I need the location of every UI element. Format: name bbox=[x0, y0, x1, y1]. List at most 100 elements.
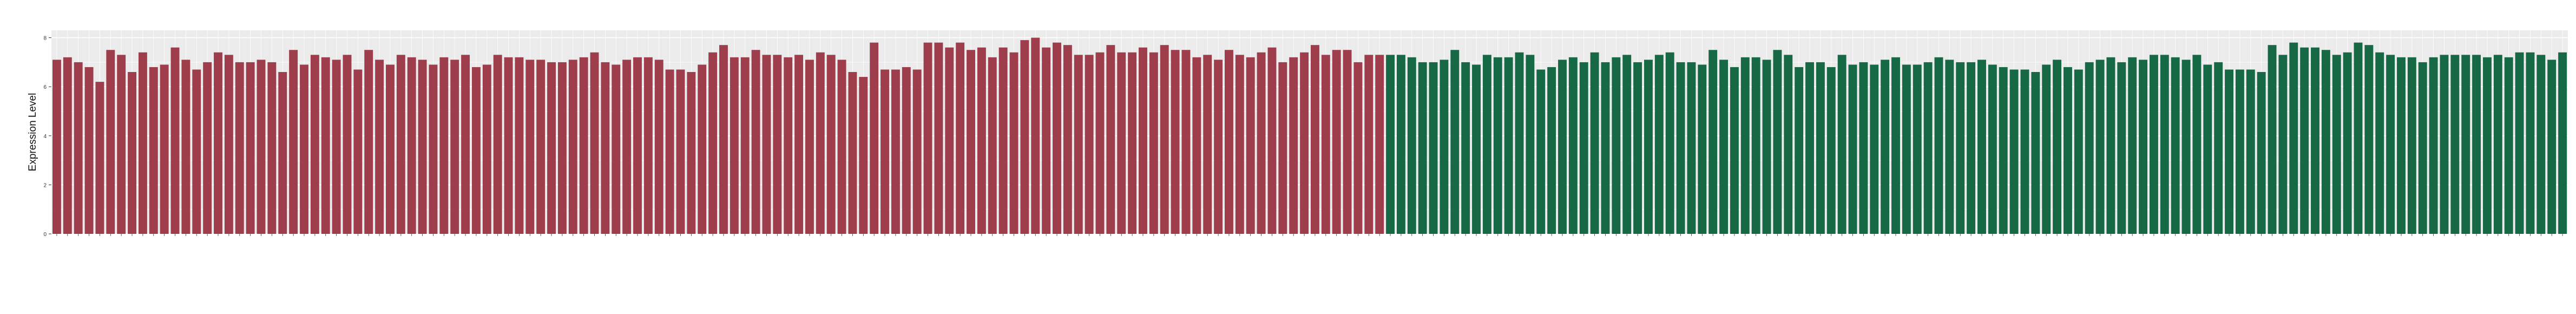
bar-group-1 bbox=[934, 42, 943, 234]
bar-group-2 bbox=[2526, 52, 2535, 234]
bar-group-1 bbox=[310, 55, 319, 234]
bar-group-2 bbox=[1654, 55, 1664, 234]
bar-group-2 bbox=[1945, 60, 1954, 234]
bars bbox=[52, 37, 2567, 234]
bar-group-1 bbox=[321, 57, 330, 234]
bar-group-2 bbox=[2225, 69, 2233, 234]
bar-group-2 bbox=[1988, 64, 1997, 234]
bar-group-1 bbox=[1139, 47, 1147, 234]
bar-group-1 bbox=[525, 60, 535, 234]
bar-group-1 bbox=[224, 55, 233, 234]
bar-group-2 bbox=[2139, 60, 2148, 234]
bar-group-1 bbox=[1074, 55, 1083, 234]
bar-group-1 bbox=[859, 77, 868, 234]
bar-group-1 bbox=[203, 62, 212, 234]
bar-group-1 bbox=[1053, 42, 1061, 234]
bar-group-1 bbox=[74, 62, 83, 234]
bar-group-1 bbox=[504, 57, 513, 234]
bar-group-2 bbox=[1708, 50, 1718, 234]
bar-group-2 bbox=[2181, 60, 2191, 234]
bar-group-1 bbox=[988, 57, 997, 234]
bar-group-2 bbox=[1977, 60, 1986, 234]
bar-group-2 bbox=[2311, 47, 2319, 234]
bar-group-1 bbox=[902, 67, 911, 234]
bar-group-2 bbox=[1826, 67, 1836, 234]
y-tick-label: 4 bbox=[43, 134, 47, 140]
bar-group-2 bbox=[2128, 57, 2137, 234]
bar-group-1 bbox=[870, 42, 879, 234]
bar-group-1 bbox=[84, 67, 94, 234]
bar-group-2 bbox=[2095, 60, 2105, 234]
bar-group-2 bbox=[1493, 57, 1502, 234]
bar-group-1 bbox=[192, 69, 201, 234]
bar-group-2 bbox=[2246, 69, 2255, 234]
bar-group-2 bbox=[1440, 60, 1449, 234]
bar-group-2 bbox=[2343, 52, 2352, 234]
bar-group-1 bbox=[332, 60, 341, 234]
bar-group-1 bbox=[461, 55, 470, 234]
bar-group-2 bbox=[1590, 52, 1599, 234]
bar-group-1 bbox=[1235, 55, 1244, 234]
bar-group-1 bbox=[138, 52, 147, 234]
bar-group-2 bbox=[2289, 42, 2298, 234]
bar-group-2 bbox=[1881, 60, 1890, 234]
bar-group-1 bbox=[396, 55, 405, 234]
bar-group-2 bbox=[1633, 62, 1642, 234]
bar-group-2 bbox=[2321, 50, 2330, 234]
bar-group-2 bbox=[2450, 55, 2460, 234]
bar-group-2 bbox=[1837, 55, 1846, 234]
bar-group-2 bbox=[1740, 57, 1750, 234]
bar-group-1 bbox=[1192, 57, 1201, 234]
bar-group-1 bbox=[579, 57, 588, 234]
bar-group-2 bbox=[2386, 55, 2395, 234]
bar-group-1 bbox=[536, 60, 546, 234]
bar-group-2 bbox=[1805, 62, 1814, 234]
bar-group-2 bbox=[2515, 52, 2524, 234]
bar-group-1 bbox=[891, 69, 900, 234]
bar-group-1 bbox=[439, 57, 449, 234]
bar-group-2 bbox=[2461, 55, 2470, 234]
bar-group-1 bbox=[181, 60, 190, 234]
bar-group-1 bbox=[1149, 52, 1158, 234]
bar-group-2 bbox=[1547, 67, 1556, 234]
bar-group-1 bbox=[52, 60, 61, 234]
bar-group-1 bbox=[1203, 55, 1212, 234]
bar-group-2 bbox=[1407, 57, 1416, 234]
bar-group-2 bbox=[2042, 64, 2051, 234]
y-tick-label: 2 bbox=[43, 182, 47, 188]
bar-group-1 bbox=[826, 55, 836, 234]
bar-group-2 bbox=[1913, 64, 1922, 234]
bar-group-1 bbox=[1310, 45, 1319, 234]
bar-group-2 bbox=[2053, 60, 2062, 234]
bar-group-1 bbox=[1321, 55, 1330, 234]
bar-group-1 bbox=[95, 82, 104, 234]
bar-group-2 bbox=[2278, 55, 2288, 234]
bar-group-2 bbox=[1795, 67, 1804, 234]
bar-group-2 bbox=[2106, 57, 2115, 234]
bar-group-2 bbox=[1461, 62, 1470, 234]
bar-group-1 bbox=[1364, 55, 1374, 234]
y-axis: 0 2 4 6 8 bbox=[43, 36, 51, 238]
bar-group-1 bbox=[386, 64, 395, 234]
bar-group-1 bbox=[246, 62, 255, 234]
bar-group-1 bbox=[848, 72, 857, 234]
bar-group-1 bbox=[471, 67, 481, 234]
bar-group-1 bbox=[740, 57, 750, 234]
bar-group-2 bbox=[2074, 69, 2083, 234]
bar-group-2 bbox=[2009, 69, 2019, 234]
bar-group-1 bbox=[63, 57, 72, 234]
bar-group-2 bbox=[2064, 67, 2072, 234]
bar-group-1 bbox=[1289, 57, 1298, 234]
bar-group-1 bbox=[1031, 37, 1040, 234]
bar-group-1 bbox=[698, 64, 707, 234]
bar-group-2 bbox=[1526, 55, 1535, 234]
bar-group-2 bbox=[2397, 57, 2406, 234]
bar-group-1 bbox=[998, 47, 1008, 234]
bar-group-1 bbox=[515, 57, 524, 234]
bar-group-1 bbox=[719, 45, 728, 234]
bar-group-2 bbox=[1967, 62, 1976, 234]
bar-group-2 bbox=[2257, 72, 2266, 234]
bar-group-2 bbox=[2171, 57, 2180, 234]
bar-group-1 bbox=[1095, 52, 1105, 234]
